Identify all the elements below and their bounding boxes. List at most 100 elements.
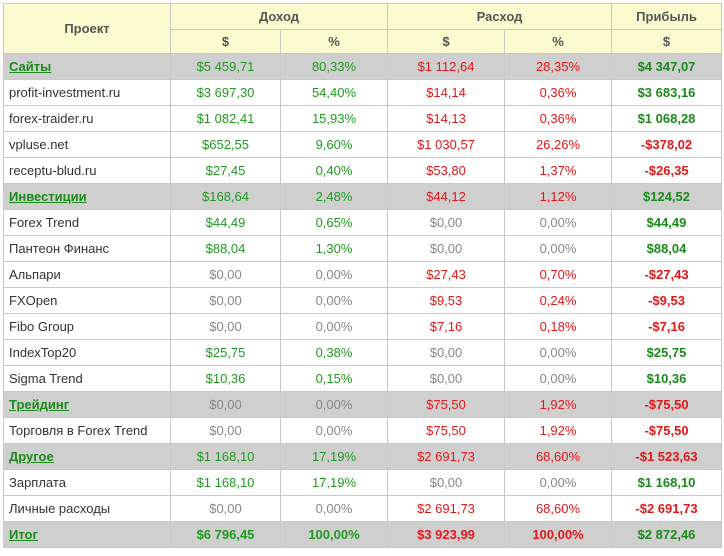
category-link[interactable]: Итог — [9, 527, 38, 542]
expense-value: $75,50 — [387, 417, 505, 444]
project-name: Sigma Trend — [3, 365, 171, 392]
profit-value: $10,36 — [611, 365, 722, 392]
profit-table: Проект Доход Расход Прибыль $ % $ % $ Са… — [3, 3, 722, 548]
income-value: $27,45 — [170, 157, 281, 184]
subheader-row: $ % $ % $ — [4, 29, 722, 54]
income-percent: 0,00% — [280, 287, 388, 314]
expense-value: $9,53 — [387, 287, 505, 314]
expense-percent: 0,36% — [504, 105, 612, 132]
expense-value: $2 691,73 — [387, 495, 505, 522]
table-body: Сайты $5 459,71 80,33% $1 112,64 28,35% $4 34… — [3, 53, 722, 548]
category-link[interactable]: Сайты — [9, 59, 52, 74]
income-percent: 0,65% — [280, 209, 388, 236]
table-row: Пантеон Финанс $88,04 1,30% $0,00 0,00% $88,0… — [3, 235, 722, 262]
income-percent: 2,48% — [280, 183, 388, 210]
category-cell: Инвестиции — [3, 183, 171, 210]
income-value: $88,04 — [170, 235, 281, 262]
expense-percent: 0,36% — [504, 79, 612, 106]
category-link[interactable]: Трейдинг — [9, 397, 70, 412]
header-income: Доход — [170, 3, 388, 30]
table-row: Альпари $0,00 0,00% $27,43 0,70% -$27,43 — [3, 261, 722, 288]
header-profit: Прибыль — [611, 3, 722, 30]
category-row: Трейдинг $0,00 0,00% $75,50 1,92% -$75,50 — [3, 391, 722, 418]
project-name: Fibo Group — [3, 313, 171, 340]
income-value: $10,36 — [170, 365, 281, 392]
project-name: receptu-blud.ru — [3, 157, 171, 184]
profit-value: $25,75 — [611, 339, 722, 366]
table-row: forex-traider.ru $1 082,41 15,93% $14,13 0,3… — [3, 105, 722, 132]
expense-percent: 100,00% — [504, 521, 612, 548]
expense-value: $27,43 — [387, 261, 505, 288]
table-row: Fibo Group $0,00 0,00% $7,16 0,18% -$7,16 — [3, 313, 722, 340]
profit-value: -$75,50 — [611, 391, 722, 418]
income-percent: 17,19% — [280, 443, 388, 470]
expense-value: $1 112,64 — [387, 53, 505, 80]
table-row: FXOpen $0,00 0,00% $9,53 0,24% -$9,53 — [3, 287, 722, 314]
income-percent: 54,40% — [280, 79, 388, 106]
expense-percent: 1,12% — [504, 183, 612, 210]
expense-value: $1 030,57 — [387, 131, 505, 158]
expense-percent: 28,35% — [504, 53, 612, 80]
expense-value: $14,13 — [387, 105, 505, 132]
profit-value: -$9,53 — [611, 287, 722, 314]
project-name: vpluse.net — [3, 131, 171, 158]
income-percent: 80,33% — [280, 53, 388, 80]
profit-value: -$2 691,73 — [611, 495, 722, 522]
project-name: Зарплата — [3, 469, 171, 496]
profit-value: -$1 523,63 — [611, 443, 722, 470]
header-income-dollar: $ — [170, 29, 281, 54]
project-name: forex-traider.ru — [3, 105, 171, 132]
profit-value: -$27,43 — [611, 261, 722, 288]
profit-value: $1 168,10 — [611, 469, 722, 496]
income-value: $3 697,30 — [170, 79, 281, 106]
profit-value: -$75,50 — [611, 417, 722, 444]
income-value: $1 082,41 — [170, 105, 281, 132]
category-link[interactable]: Инвестиции — [9, 189, 87, 204]
expense-value: $0,00 — [387, 469, 505, 496]
expense-percent: 68,60% — [504, 443, 612, 470]
income-value: $0,00 — [170, 391, 281, 418]
expense-value: $44,12 — [387, 183, 505, 210]
expense-percent: 68,60% — [504, 495, 612, 522]
income-value: $25,75 — [170, 339, 281, 366]
expense-value: $3 923,99 — [387, 521, 505, 548]
expense-percent: 0,00% — [504, 235, 612, 262]
table-row: Торговля в Forex Trend $0,00 0,00% $75,50 1,… — [3, 417, 722, 444]
table-row: IndexTop20 $25,75 0,38% $0,00 0,00% $25,75 — [3, 339, 722, 366]
project-name: Forex Trend — [3, 209, 171, 236]
category-link[interactable]: Другое — [9, 449, 54, 464]
table-row: vpluse.net $652,55 9,60% $1 030,57 26,26% -$3… — [3, 131, 722, 158]
category-row: Другое $1 168,10 17,19% $2 691,73 68,60% -$1 … — [3, 443, 722, 470]
project-name: profit-investment.ru — [3, 79, 171, 106]
expense-percent: 0,00% — [504, 365, 612, 392]
income-value: $652,55 — [170, 131, 281, 158]
income-percent: 0,15% — [280, 365, 388, 392]
header-expense-dollar: $ — [387, 29, 505, 54]
income-percent: 0,00% — [280, 313, 388, 340]
income-value: $6 796,45 — [170, 521, 281, 548]
header-profit-dollar: $ — [611, 29, 722, 54]
profit-value: -$7,16 — [611, 313, 722, 340]
header-row: Проект Доход Расход Прибыль — [3, 3, 722, 54]
project-name: Личные расходы — [3, 495, 171, 522]
project-name: Альпари — [3, 261, 171, 288]
income-percent: 0,40% — [280, 157, 388, 184]
header-project: Проект — [3, 3, 171, 54]
category-row: Инвестиции $168,64 2,48% $44,12 1,12% $124,52 — [3, 183, 722, 210]
header-expense: Расход — [387, 3, 612, 30]
income-percent: 0,00% — [280, 391, 388, 418]
profit-value: $88,04 — [611, 235, 722, 262]
income-percent: 15,93% — [280, 105, 388, 132]
income-value: $0,00 — [170, 495, 281, 522]
expense-value: $2 691,73 — [387, 443, 505, 470]
income-value: $0,00 — [170, 417, 281, 444]
category-cell: Трейдинг — [3, 391, 171, 418]
profit-value: $124,52 — [611, 183, 722, 210]
income-percent: 0,38% — [280, 339, 388, 366]
profit-value: $3 683,16 — [611, 79, 722, 106]
income-value: $1 168,10 — [170, 469, 281, 496]
expense-percent: 0,00% — [504, 469, 612, 496]
expense-percent: 26,26% — [504, 131, 612, 158]
income-percent: 17,19% — [280, 469, 388, 496]
expense-value: $0,00 — [387, 209, 505, 236]
